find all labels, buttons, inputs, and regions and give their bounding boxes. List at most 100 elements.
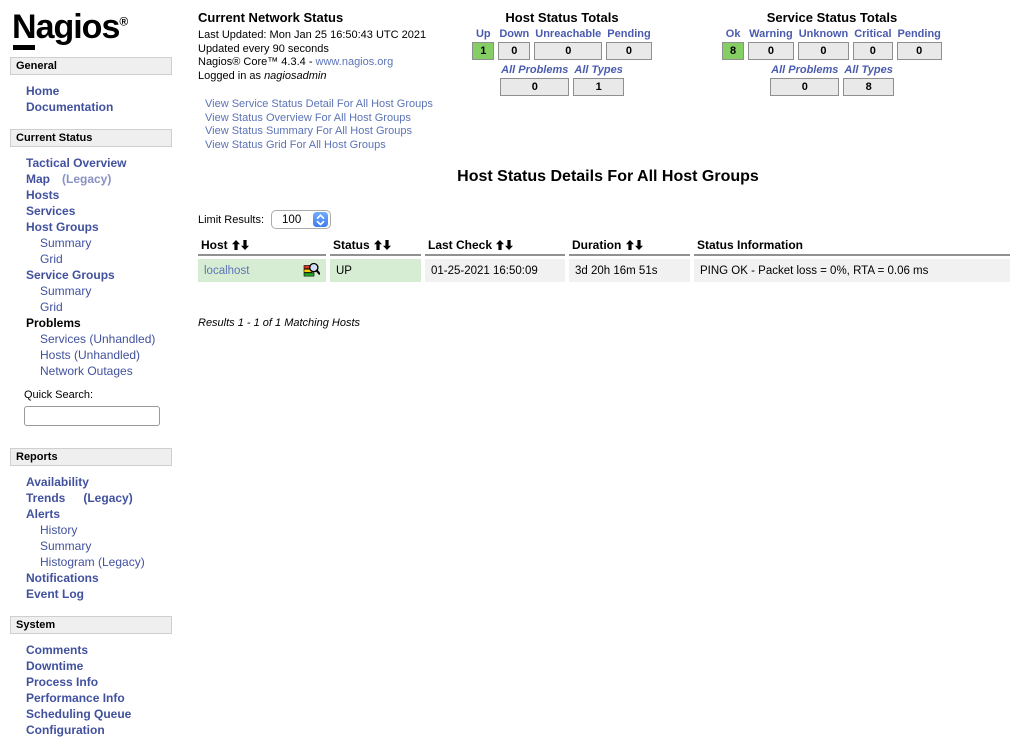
update-interval-text: Updated every 90 seconds: [198, 42, 329, 55]
sidebar-item-performance-info[interactable]: Performance Info: [26, 691, 125, 705]
sidebar-item-service-groups-grid[interactable]: Grid: [40, 300, 63, 314]
service-all-problems-count: 0: [770, 78, 840, 96]
sidebar-item-home[interactable]: Home: [26, 84, 60, 98]
service-totals-header-critical[interactable]: Critical: [854, 28, 892, 40]
sidebar-item-notifications[interactable]: Notifications: [26, 571, 99, 585]
host-all-types-header[interactable]: All Types: [574, 64, 623, 76]
results-count-text: Results 1 - 1 of 1 Matching Hosts: [198, 317, 361, 329]
service-status-totals: Service Status Totals Ok Warning Unknown…: [698, 10, 966, 98]
host-all-types-count: 1: [573, 78, 624, 96]
version-line: Nagios® Core™ 4.3.4 - www.nagios.org: [198, 56, 394, 68]
logo-letter-n: N: [12, 8, 37, 50]
sidebar-item-alerts-history[interactable]: History: [40, 523, 78, 537]
quick-search-label: Quick Search:: [24, 389, 94, 401]
nagios-logo[interactable]: Nagios®: [12, 8, 172, 50]
service-totals-all-table: All Problems All Types 0 8: [766, 62, 898, 98]
sidebar-item-event-log[interactable]: Event Log: [26, 587, 85, 601]
host-totals-title: Host Status Totals: [505, 10, 619, 25]
service-totals-count-warning: 0: [748, 42, 794, 60]
sidebar-item-comments[interactable]: Comments: [26, 643, 89, 657]
service-totals-header-ok[interactable]: Ok: [725, 28, 741, 40]
service-totals-count-ok: 8: [722, 42, 745, 60]
sidebar-item-hosts[interactable]: Hosts: [26, 188, 60, 202]
service-totals-table: Ok Warning Unknown Critical Pending 8 0 …: [718, 26, 946, 62]
column-header-status: Status: [330, 236, 421, 256]
service-totals-header-unknown[interactable]: Unknown: [798, 28, 849, 40]
table-row: localhost UP 01-25-2021 16:50:09 3d 20h …: [198, 259, 1010, 282]
sidebar-section-system: System: [10, 616, 172, 634]
sidebar-item-configuration[interactable]: Configuration: [26, 723, 105, 737]
sidebar-item-trends-legacy[interactable]: (Legacy): [83, 491, 133, 505]
column-header-status-information: Status Information: [694, 236, 1010, 256]
view-status-grid-link[interactable]: View Status Grid For All Host Groups: [205, 138, 386, 151]
host-status-detail-icon[interactable]: [303, 262, 320, 279]
sidebar-item-trends[interactable]: Trends (Legacy): [26, 491, 133, 505]
sidebar-item-host-groups-summary[interactable]: Summary: [40, 236, 92, 250]
sidebar-item-service-groups[interactable]: Service Groups: [26, 268, 115, 282]
host-link[interactable]: localhost: [204, 264, 250, 277]
host-totals-table: Up Down Unreachable Pending 1 0 0 0: [468, 26, 655, 62]
sidebar-item-map[interactable]: Map (Legacy): [26, 172, 112, 186]
sidebar-item-process-info[interactable]: Process Info: [26, 675, 99, 689]
host-totals-all-table: All Problems All Types 0 1: [496, 62, 628, 98]
view-status-overview-link[interactable]: View Status Overview For All Host Groups: [205, 111, 411, 124]
sidebar-item-alerts[interactable]: Alerts: [26, 507, 61, 521]
sidebar-section-reports: Reports: [10, 448, 172, 466]
view-links: View Service Status Detail For All Host …: [198, 98, 456, 152]
network-status-title: Current Network Status: [198, 10, 344, 25]
sidebar-item-host-groups[interactable]: Host Groups: [26, 220, 99, 234]
sidebar: Nagios® General Home Documentation Curre…: [10, 6, 172, 738]
quick-search-input[interactable]: [24, 406, 160, 426]
host-cell: localhost: [198, 259, 326, 282]
sort-up-icon[interactable]: [625, 240, 634, 250]
sidebar-section-current-status: Current Status: [10, 129, 172, 147]
service-totals-count-critical: 0: [853, 42, 893, 60]
view-service-status-detail-link[interactable]: View Service Status Detail For All Host …: [205, 98, 433, 110]
sidebar-item-host-groups-grid[interactable]: Grid: [40, 252, 63, 266]
sidebar-item-network-outages[interactable]: Network Outages: [40, 364, 133, 378]
sidebar-item-services[interactable]: Services: [26, 204, 76, 218]
network-status-panel: Current Network Status Last Updated: Mon…: [198, 10, 456, 152]
service-totals-count-pending: 0: [896, 42, 942, 60]
host-totals-count-down: 0: [498, 42, 531, 60]
host-totals-header-down[interactable]: Down: [499, 28, 530, 40]
host-status-totals: Host Status Totals Up Down Unreachable P…: [456, 10, 668, 98]
logged-in-user: nagiosadmin: [264, 69, 327, 82]
service-all-types-count: 8: [843, 78, 894, 96]
sort-up-icon[interactable]: [232, 240, 241, 250]
logo-text: agios: [35, 8, 121, 46]
sort-down-icon[interactable]: [634, 240, 643, 250]
host-all-problems-header[interactable]: All Problems: [501, 64, 569, 76]
host-totals-count-up: 1: [472, 42, 495, 60]
sidebar-item-services-unhandled[interactable]: Services (Unhandled): [40, 332, 156, 346]
sort-up-icon[interactable]: [374, 240, 383, 250]
service-all-types-header[interactable]: All Types: [844, 64, 893, 76]
host-totals-header-up[interactable]: Up: [475, 28, 491, 40]
sort-down-icon[interactable]: [241, 240, 250, 250]
sort-down-icon[interactable]: [505, 240, 514, 250]
sidebar-item-downtime[interactable]: Downtime: [26, 659, 84, 673]
service-totals-header-warning[interactable]: Warning: [749, 28, 793, 40]
sidebar-item-tactical-overview[interactable]: Tactical Overview: [26, 156, 127, 170]
sidebar-item-hosts-unhandled[interactable]: Hosts (Unhandled): [40, 348, 141, 362]
sidebar-item-map-legacy[interactable]: (Legacy): [62, 172, 112, 186]
sidebar-item-alerts-summary[interactable]: Summary: [40, 539, 92, 553]
logged-in-line: Logged in as nagiosadmin: [198, 69, 327, 82]
sort-up-icon[interactable]: [496, 240, 505, 250]
view-status-summary-link[interactable]: View Status Summary For All Host Groups: [205, 125, 413, 137]
registered-mark: ®: [119, 14, 128, 29]
limit-results-label: Limit Results:: [198, 213, 265, 226]
last-check-cell: 01-25-2021 16:50:09: [425, 259, 565, 282]
nagios-org-link[interactable]: www.nagios.org: [315, 56, 394, 68]
sidebar-item-availability[interactable]: Availability: [26, 475, 89, 489]
sidebar-item-documentation[interactable]: Documentation: [26, 100, 114, 114]
sidebar-item-scheduling-queue[interactable]: Scheduling Queue: [26, 707, 132, 721]
sidebar-item-service-groups-summary[interactable]: Summary: [40, 284, 92, 298]
host-totals-header-unreachable[interactable]: Unreachable: [535, 28, 602, 40]
sort-down-icon[interactable]: [383, 240, 392, 250]
sidebar-item-alerts-histogram[interactable]: Histogram (Legacy): [40, 555, 145, 569]
service-totals-header-pending[interactable]: Pending: [897, 28, 941, 40]
host-totals-header-pending[interactable]: Pending: [607, 28, 651, 40]
service-all-problems-header[interactable]: All Problems: [771, 64, 839, 76]
limit-results-select[interactable]: 100: [271, 210, 332, 229]
